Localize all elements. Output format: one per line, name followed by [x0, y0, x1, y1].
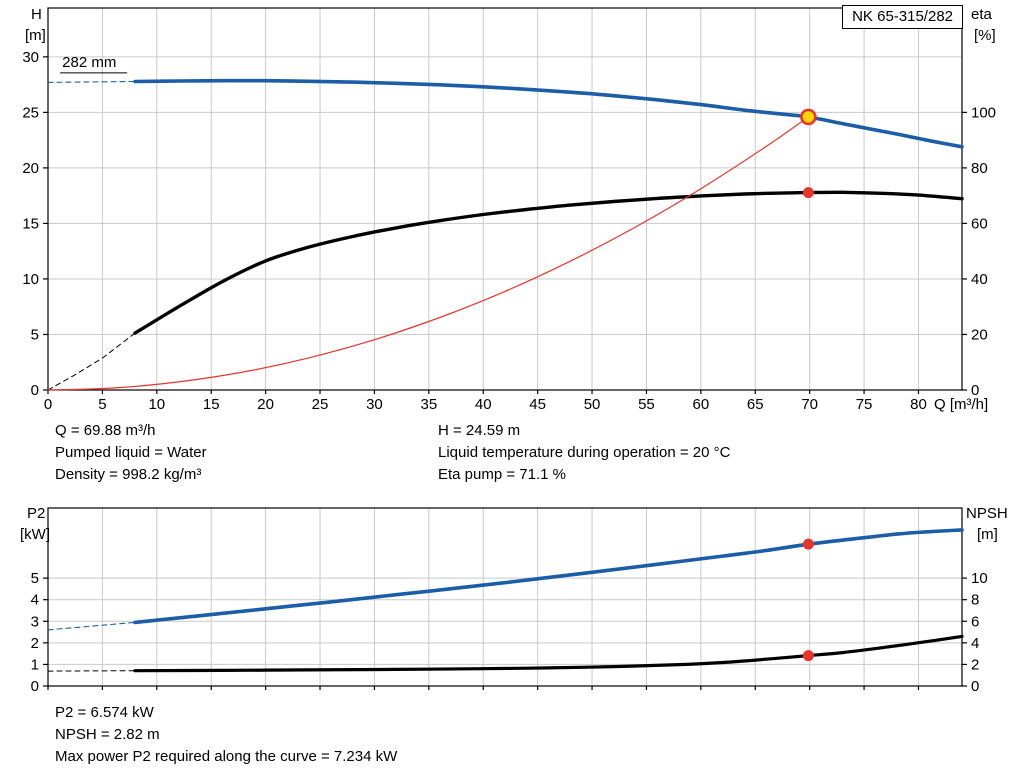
npsh-readout: NPSH = 2.82 m	[55, 726, 160, 743]
x-tick-label: 10	[148, 396, 165, 413]
right-tick-label: 0	[971, 678, 979, 695]
x-tick-label: 0	[44, 396, 52, 413]
left-tick-label: 15	[22, 215, 39, 232]
power-info: P2 = 6.574 kW NPSH = 2.82 m Max power P2…	[55, 702, 397, 768]
left-tick-label: 0	[31, 382, 39, 399]
p2-axis-title: P2	[27, 505, 46, 522]
impeller-diameter-label: 282 mm	[62, 54, 116, 71]
p2-readout: P2 = 6.574 kW	[55, 704, 154, 721]
left-tick-label: 20	[22, 160, 39, 177]
x-tick-label: 60	[693, 396, 710, 413]
right-tick-label: 0	[971, 382, 979, 399]
head-readout: H = 24.59 m	[438, 422, 521, 439]
right-tick-label: 80	[971, 160, 988, 177]
right-tick-label: 100	[971, 104, 996, 121]
eta-readout: Eta pump = 71.1 %	[438, 466, 566, 483]
right-tick-label: 10	[971, 570, 988, 587]
left-tick-label: 30	[22, 49, 39, 66]
x-tick-label: 20	[257, 396, 274, 413]
x-tick-label: 35	[420, 396, 437, 413]
left-tick-label: 4	[31, 592, 39, 609]
tick-labels: 0 1 2 3 4 5 0 2 4 6 8 10	[31, 570, 988, 695]
right-tick-label: 20	[971, 326, 988, 343]
efficiency-curve	[133, 190, 964, 335]
head-curve-extension	[47, 80, 136, 83]
left-tick-label: 0	[31, 678, 39, 695]
x-tick-label: 45	[529, 396, 546, 413]
duty-info-right: H = 24.59 m Liquid temperature during op…	[438, 420, 730, 486]
x-tick-label: 75	[856, 396, 873, 413]
right-tick-label: 40	[971, 271, 988, 288]
right-tick-label: 4	[971, 635, 979, 652]
p2-duty-point	[802, 538, 814, 550]
h-axis-title: H	[31, 6, 42, 23]
q-axis-label: Q [m³/h]	[934, 396, 989, 413]
x-tick-label: 15	[203, 396, 220, 413]
left-tick-label: 3	[31, 613, 39, 630]
pump-model-box: NK 65-315/282	[842, 5, 963, 29]
max-power-readout: Max power P2 required along the curve = …	[55, 748, 398, 765]
liquid-readout: Pumped liquid = Water	[55, 444, 207, 461]
efficiency-duty-point	[802, 187, 814, 199]
x-tick-label: 80	[910, 396, 927, 413]
x-tick-label: 40	[475, 396, 492, 413]
x-tick-label: 65	[747, 396, 764, 413]
x-tick-label: 30	[366, 396, 383, 413]
eta-axis-title: eta	[971, 6, 992, 23]
plot-border	[47, 7, 963, 391]
npsh-duty-point	[802, 650, 814, 662]
p2-curve-extension	[47, 621, 136, 631]
temperature-readout: Liquid temperature during operation = 20…	[438, 444, 731, 461]
right-tick-label: 2	[971, 656, 979, 673]
qh-chart: 0 5 10 15 20 25 30 35 40 45 50 55 60 65 70 75 80 0 5 10 15 20…	[22, 7, 996, 413]
x-tick-label: 50	[584, 396, 601, 413]
npsh-curve	[133, 634, 964, 673]
flow-readout: Q = 69.88 m³/h	[55, 422, 156, 439]
head-curve-282mm	[133, 78, 964, 149]
grid-lines	[48, 508, 962, 686]
system-curve	[47, 116, 809, 391]
x-tick-label: 25	[312, 396, 329, 413]
left-tick-label: 5	[31, 570, 39, 587]
density-readout: Density = 998.2 kg/m³	[55, 466, 202, 483]
right-tick-label: 60	[971, 215, 988, 232]
h-axis-unit: [m]	[25, 27, 46, 44]
eta-axis-unit: [%]	[974, 27, 996, 44]
p2-axis-unit: [kW]	[20, 526, 50, 543]
x-tick-label: 70	[801, 396, 818, 413]
grid-lines	[48, 8, 962, 390]
duty-info-left: Q = 69.88 m³/h Pumped liquid = Water Den…	[55, 420, 207, 486]
tick-labels: 0 5 10 15 20 25 30 35 40 45 50 55 60 65 70 75 80 0 5 10 15 20…	[22, 49, 996, 413]
left-tick-label: 10	[22, 271, 39, 288]
tick-marks	[43, 56, 967, 394]
right-tick-label: 8	[971, 592, 979, 609]
efficiency-curve-extension	[47, 332, 136, 391]
left-tick-label: 1	[31, 656, 39, 673]
p2-curve	[133, 528, 964, 625]
left-tick-label: 5	[31, 326, 39, 343]
p2npsh-chart: 0 1 2 3 4 5 0 2 4 6 8 10	[31, 507, 988, 695]
tick-marks	[43, 577, 967, 690]
npsh-axis-unit: [m]	[977, 526, 998, 543]
left-tick-label: 25	[22, 104, 39, 121]
duty-point	[800, 108, 817, 126]
left-tick-label: 2	[31, 635, 39, 652]
x-tick-label: 55	[638, 396, 655, 413]
plot-border	[47, 507, 963, 687]
right-tick-label: 6	[971, 613, 979, 630]
x-tick-label: 5	[98, 396, 106, 413]
npsh-axis-title: NPSH	[966, 505, 1008, 522]
